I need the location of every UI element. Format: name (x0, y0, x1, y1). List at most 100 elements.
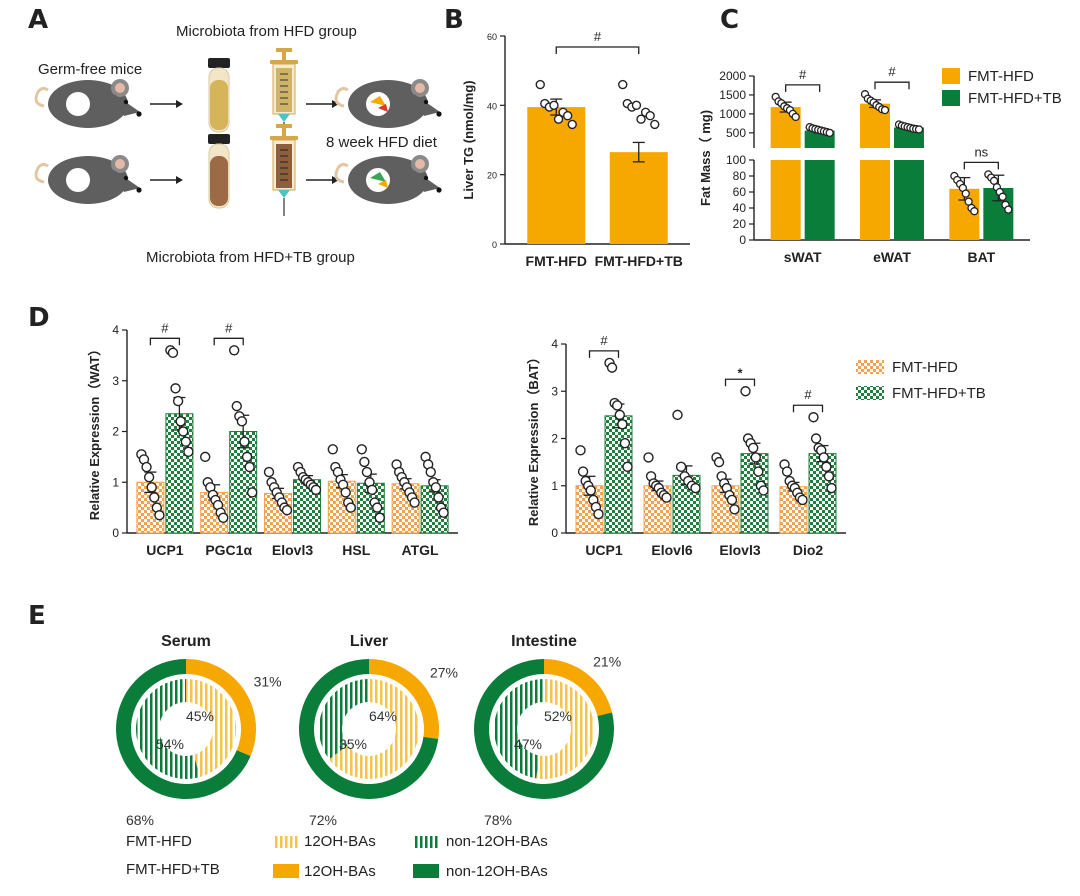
data-point (146, 482, 157, 493)
bar-fmt-hfd (609, 152, 668, 244)
hfd-diet-label: 8 week HFD diet (326, 134, 438, 151)
significance-bracket (149, 337, 181, 346)
data-point (672, 409, 683, 421)
data-point (430, 482, 442, 493)
y-tick-label: 2 (551, 432, 558, 446)
donut-title: Liver (350, 633, 388, 650)
pct-inner-12oh: 64% (369, 708, 397, 724)
data-point (217, 512, 229, 523)
donut-slice-outer-12oh (544, 659, 613, 717)
significance-label: # (888, 64, 896, 79)
y-tick-label: 3 (112, 374, 119, 388)
data-point (1004, 205, 1013, 214)
pct-inner-non-12oh: 54% (156, 736, 184, 752)
x-tick-label: BAT (967, 249, 995, 265)
significance-label: * (737, 365, 743, 380)
x-tick-label: Elovl3 (719, 542, 760, 558)
data-point (970, 207, 979, 216)
data-point (791, 112, 800, 122)
pct-inner-12oh: 52% (544, 708, 572, 724)
x-tick-label: sWAT (784, 249, 822, 265)
x-tick-label: UCP1 (146, 542, 184, 558)
data-point (690, 482, 701, 494)
data-point (154, 510, 165, 521)
significance-bracket (963, 161, 999, 170)
legend-swatch-fmt-hfd-tb-12oh (273, 864, 299, 878)
data-point (593, 508, 604, 520)
y-tick-label: 500 (726, 126, 746, 140)
significance-bracket (588, 350, 620, 358)
y-axis-label: Relative Expression（WAT） (87, 343, 102, 520)
panel-letter-d: D (28, 303, 50, 333)
arrow-icon (150, 100, 183, 108)
tube-icon (208, 58, 230, 133)
data-point (575, 445, 586, 456)
y-tick-label: 0 (492, 240, 497, 250)
data-point (823, 471, 835, 482)
x-tick-label: FMT-HFD (526, 253, 587, 269)
data-point (880, 105, 890, 115)
data-point (810, 433, 822, 444)
data-point (781, 466, 793, 477)
legend-label: non-12OH-BAs (446, 833, 548, 850)
pct-outer-12oh: 27% (430, 665, 458, 681)
tube-icon (208, 134, 230, 209)
data-point (236, 416, 248, 427)
data-point (374, 512, 385, 523)
y-tick-label: 0 (112, 526, 119, 540)
pct-inner-non-12oh: 47% (514, 736, 542, 752)
arrow-icon (306, 100, 339, 108)
pct-inner-12oh: 45% (186, 708, 214, 724)
y-tick-label: 60 (733, 185, 747, 199)
data-point (661, 492, 672, 503)
mouse-icon (34, 79, 142, 128)
y-tick-label: 4 (551, 337, 558, 351)
x-tick-label: FMT-HFD+TB (595, 253, 683, 269)
y-tick-label: 60 (487, 32, 497, 42)
data-point (199, 451, 211, 463)
donut-slice-inner-12oh (536, 679, 594, 779)
legend-label: 12OH-BAs (304, 863, 376, 880)
data-point (246, 487, 258, 498)
data-point (797, 494, 808, 506)
data-point (310, 484, 322, 496)
donut-slice-inner-12oh (186, 679, 236, 777)
x-tick-label: PGC1α (205, 542, 252, 558)
y-tick-label: 1 (112, 475, 119, 489)
data-point (359, 456, 370, 468)
significance-label: # (161, 320, 169, 335)
donut-slice-inner-non-12oh (319, 679, 369, 760)
y-tick-label: 80 (733, 169, 747, 183)
donut-title: Serum (161, 633, 211, 650)
legend-swatch-fmt-hfd-tb (942, 90, 960, 106)
data-point (619, 438, 631, 449)
significance-label: # (799, 67, 807, 82)
data-point (826, 482, 837, 494)
x-tick-label: Elovl3 (272, 542, 313, 558)
y-tick-label: 1 (551, 479, 558, 493)
data-point (650, 119, 660, 130)
bar-fmt-hfd (527, 107, 586, 244)
data-point (231, 400, 242, 412)
data-point (345, 502, 356, 513)
y-tick-label: 2000 (719, 69, 746, 83)
legend-swatch-fmt-hfd (942, 68, 960, 84)
data-point (562, 111, 573, 121)
data-point (617, 419, 628, 430)
significance-label: # (594, 29, 602, 44)
data-point (614, 409, 625, 421)
data-point (645, 111, 655, 121)
data-point (612, 400, 623, 411)
y-tick-label: 20 (487, 171, 497, 181)
data-point (636, 114, 646, 124)
data-point (361, 466, 373, 478)
legend-label: non-12OH-BAs (446, 863, 548, 880)
chart-d-bat-expression: 0 1 2 3 4 Relative Expression（BAT） UCP1 Elovl6 E… (526, 333, 986, 558)
bar-fmt-hfd (770, 160, 801, 240)
data-point (618, 79, 628, 90)
donut-slice-inner-non-12oh (135, 679, 201, 779)
significance-bracket (792, 404, 824, 413)
arrow-icon (150, 176, 183, 184)
legend-swatch-fmt-hfd-tb (856, 386, 884, 400)
